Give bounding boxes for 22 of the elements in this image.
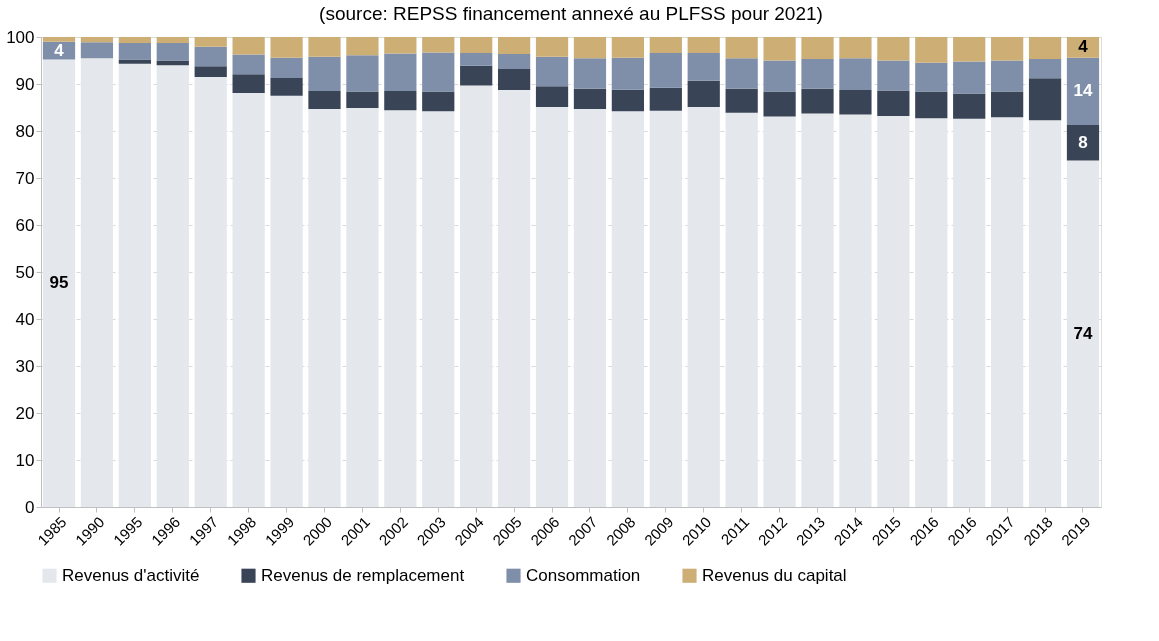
y-tick-label: 20 [15, 403, 35, 423]
data-label: 14 [1073, 81, 1093, 101]
data-label: 4 [1078, 37, 1089, 57]
y-tick-label: 90 [15, 74, 35, 94]
y-tick-label: 50 [15, 262, 35, 282]
y-tick-label: 30 [15, 356, 35, 376]
legend-label: Revenus du capital [702, 565, 847, 585]
data-label: 74 [1073, 323, 1093, 343]
y-tick-label: 60 [15, 215, 35, 235]
y-tick-label: 100 [6, 27, 35, 47]
legend-label: Revenus de remplacement [261, 565, 465, 585]
data-label: 95 [49, 273, 69, 293]
chart-title: (source: REPSS financement annexé au PLFSS pour 2021) [319, 3, 823, 24]
y-tick-label: 10 [15, 450, 35, 470]
y-tick-label: 40 [15, 309, 35, 329]
y-tick-label: 0 [25, 497, 35, 517]
legend-label: Revenus d'activité [62, 565, 200, 585]
legend-label: Consommation [526, 565, 641, 585]
y-tick-label: 70 [15, 168, 35, 188]
data-label: 4 [54, 40, 65, 60]
y-tick-label: 80 [15, 121, 35, 141]
data-label: 8 [1078, 132, 1088, 152]
